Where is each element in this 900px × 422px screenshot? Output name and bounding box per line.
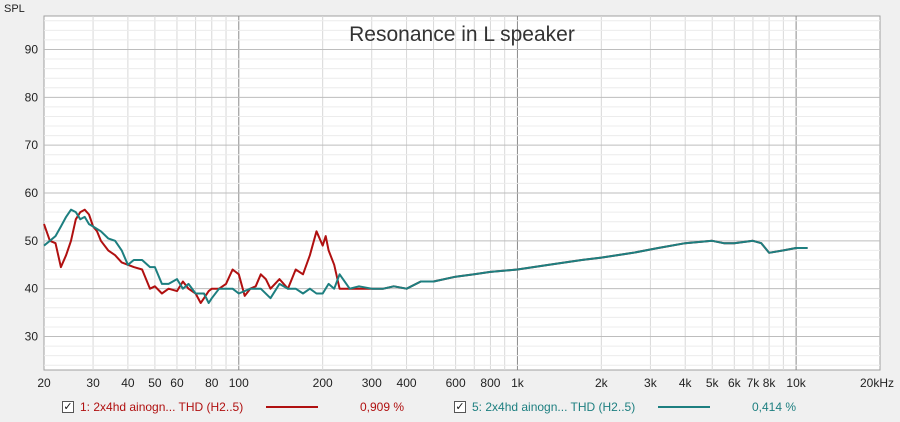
x-tick-label: 30 bbox=[86, 376, 100, 390]
legend-swatch-5 bbox=[658, 406, 710, 408]
x-tick-label: 40 bbox=[121, 376, 135, 390]
legend-value-5: 0,414 % bbox=[752, 400, 797, 414]
grid bbox=[44, 16, 880, 370]
x-tick-label: 800 bbox=[480, 376, 500, 390]
series-1-checkbox[interactable]: ✓ bbox=[62, 400, 74, 413]
y-tick-label: 60 bbox=[25, 186, 39, 200]
legend-label-1: 1: 2x4hd ainogn... THD (H2..5) bbox=[80, 400, 244, 414]
legend-value-1: 0,909 % bbox=[360, 400, 405, 414]
x-tick-label: 20 bbox=[37, 376, 51, 390]
y-tick-label: 50 bbox=[25, 234, 39, 248]
x-tick-label: 60 bbox=[170, 376, 184, 390]
x-tick-label: 4k bbox=[679, 376, 693, 390]
series-layer bbox=[43, 208, 808, 304]
legend-swatch-1 bbox=[266, 406, 318, 408]
series-line-5 bbox=[43, 208, 808, 304]
x-tick-label: 10k bbox=[786, 376, 806, 390]
x-tick-label: 400 bbox=[397, 376, 417, 390]
x-tick-label: 3k bbox=[644, 376, 658, 390]
tick-labels: 20 30 40 50 60 80 100 200 300 400 600 800 1k 2k 3k 4k 5k… bbox=[25, 42, 894, 390]
x-tick-label: 300 bbox=[362, 376, 382, 390]
x-tick-label: 5k bbox=[706, 376, 720, 390]
y-tick-label: 70 bbox=[25, 138, 39, 152]
x-tick-label: 100 bbox=[229, 376, 249, 390]
x-tick-label: 50 bbox=[148, 376, 162, 390]
x-tick-label: 80 bbox=[205, 376, 219, 390]
y-tick-label: 80 bbox=[25, 90, 39, 104]
x-tick-label: 6k bbox=[728, 376, 742, 390]
x-tick-label: 1k bbox=[511, 376, 525, 390]
series-5-checkbox[interactable]: ✓ bbox=[454, 400, 466, 413]
x-tick-label: 20kHz bbox=[860, 376, 894, 390]
legend-item-5: ✓ 5: 2x4hd ainogn... THD (H2..5) 0,414 % bbox=[454, 396, 796, 418]
y-tick-label: 30 bbox=[25, 330, 39, 344]
y-axis-label: SPL bbox=[4, 3, 25, 15]
x-tick-label: 8k bbox=[763, 376, 777, 390]
x-tick-label: 600 bbox=[446, 376, 466, 390]
legend-item-1: ✓ 1: 2x4hd ainogn... THD (H2..5) 0,909 % bbox=[62, 396, 404, 418]
y-tick-label: 40 bbox=[25, 282, 39, 296]
x-tick-label: 7k bbox=[747, 376, 761, 390]
x-tick-label: 200 bbox=[313, 376, 333, 390]
x-tick-label: 2k bbox=[595, 376, 609, 390]
legend-label-5: 5: 2x4hd ainogn... THD (H2..5) bbox=[472, 400, 636, 414]
y-tick-label: 90 bbox=[25, 42, 39, 56]
chart-title: Resonance in L speaker bbox=[349, 23, 575, 46]
